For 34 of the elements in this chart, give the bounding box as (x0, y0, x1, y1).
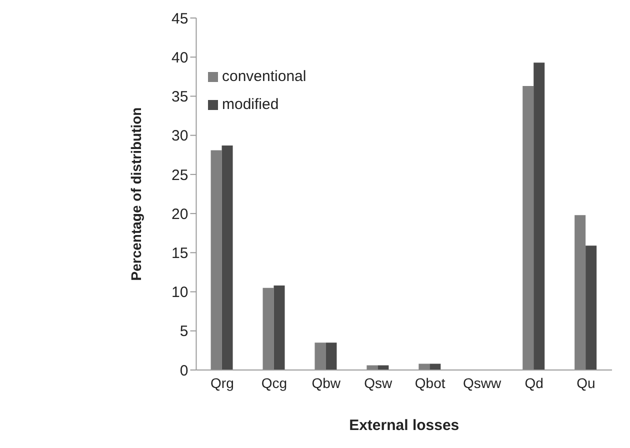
y-tick-label: 25 (172, 166, 188, 184)
bar (262, 288, 274, 370)
bar (326, 342, 337, 370)
x-tick-label: Qrg (210, 374, 234, 391)
x-tick-label: Qsww (463, 374, 502, 391)
legend-label: conventional (222, 68, 306, 85)
bar (586, 246, 597, 370)
y-axis-title: Percentage of distribution (128, 107, 144, 281)
x-tick-label: Qsw (364, 374, 394, 391)
y-tick-label: 15 (172, 244, 188, 262)
x-axis-title: External losses (349, 417, 460, 434)
y-tick-label: 40 (172, 49, 188, 66)
y-tick-label: 20 (172, 206, 188, 223)
legend-label: modified (222, 96, 279, 113)
bar (274, 286, 285, 370)
bar (574, 215, 586, 370)
bar (534, 62, 545, 370)
bar (314, 342, 326, 370)
y-tick-label: 0 (180, 362, 188, 380)
x-tick-label: Qcg (261, 374, 288, 391)
x-tick-label: Qbw (312, 374, 342, 391)
bar (418, 364, 430, 370)
bar (222, 146, 233, 370)
y-tick-label: 45 (172, 10, 188, 28)
x-tick-label: Qbot (414, 374, 446, 391)
bar (430, 364, 441, 370)
x-tick-label: Qu (576, 374, 596, 391)
bar (210, 150, 222, 370)
y-tick-label: 30 (172, 128, 188, 145)
y-tick-label: 35 (172, 88, 188, 106)
bar (522, 86, 534, 370)
y-tick-label: 5 (180, 323, 188, 340)
y-tick-label: 10 (172, 284, 188, 302)
x-tick-label: Qd (524, 374, 544, 391)
